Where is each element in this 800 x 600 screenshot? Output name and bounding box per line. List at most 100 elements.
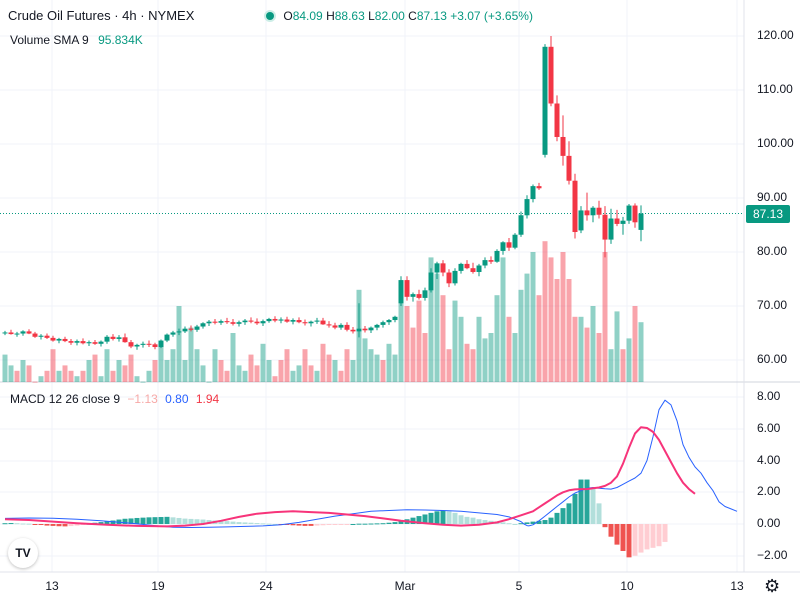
volume-bar <box>602 252 608 382</box>
candle-body <box>488 260 494 262</box>
volume-legend[interactable]: Volume SMA 9 95.834K <box>10 32 143 48</box>
macd-histogram-bar <box>302 524 308 526</box>
candle-body <box>212 321 218 323</box>
macd-histogram-bar <box>608 524 614 537</box>
candle-body <box>476 265 482 272</box>
volume-bar <box>578 316 584 382</box>
volume-bar <box>116 360 122 382</box>
volume-bar <box>236 365 242 382</box>
macd-histogram-bar <box>20 523 26 525</box>
macd-histogram-bar <box>74 524 80 526</box>
candle-body <box>272 318 278 321</box>
macd-histogram-bar <box>326 524 332 525</box>
candle-body <box>506 242 512 248</box>
high-value: 88.63 <box>334 9 365 23</box>
candle-body <box>602 214 608 240</box>
candle-body <box>548 46 554 104</box>
macd-histogram-bar <box>44 524 50 526</box>
volume-bar <box>86 360 92 382</box>
macd-histogram-bar <box>650 524 656 548</box>
signal-line <box>4 426 696 528</box>
volume-bar <box>344 349 350 382</box>
candle-body <box>536 186 542 189</box>
gear-icon[interactable]: ⚙ <box>764 576 781 596</box>
candle-body <box>464 263 470 269</box>
macd-histogram-bar <box>38 524 44 525</box>
candle-body <box>584 210 590 216</box>
macd-histogram-bar <box>428 512 434 524</box>
candle-body <box>452 270 458 284</box>
volume-bar <box>248 354 254 382</box>
macd-histogram-bar <box>122 518 128 524</box>
volume-bar <box>536 295 542 382</box>
candle-body <box>242 320 248 323</box>
macd-histogram-bar <box>320 524 326 526</box>
macd-histogram-bar <box>248 522 254 524</box>
candle-body <box>302 322 308 324</box>
volume-bar <box>368 349 374 382</box>
time-axis-label: Mar <box>394 579 416 593</box>
macd-histogram-bar <box>56 524 62 527</box>
volume-bar <box>284 349 290 382</box>
macd-histogram-bar <box>2 523 8 525</box>
macd-histogram-bar <box>314 524 320 526</box>
volume-bar <box>266 360 272 382</box>
volume-bar <box>500 257 506 382</box>
candle-body <box>266 318 272 322</box>
macd-histogram-bar <box>272 524 278 525</box>
volume-bar <box>98 376 104 382</box>
macd-histogram-bar <box>512 524 518 525</box>
symbol-title[interactable]: Crude Oil Futures · 4h · NYMEX <box>8 8 195 23</box>
macd-histogram-bar <box>626 524 632 558</box>
volume-bar <box>320 343 326 382</box>
volume-bar <box>218 360 224 382</box>
macd-histogram-bar <box>554 512 560 524</box>
macd-histogram-bar <box>98 522 104 524</box>
volume-bar <box>182 360 188 382</box>
volume-bar <box>50 349 56 382</box>
candle-body <box>296 320 302 323</box>
candle-body <box>608 218 614 240</box>
macd-histogram-bar <box>596 503 602 524</box>
candle-body <box>104 336 110 342</box>
candle-body <box>14 333 20 335</box>
macd-axis-label: 4.00 <box>757 453 781 467</box>
candle-body <box>530 186 536 200</box>
macd-histogram-bar <box>386 522 392 524</box>
candle-body <box>122 337 128 343</box>
candle-body <box>566 155 572 181</box>
candle-body <box>500 242 506 251</box>
candle-body <box>542 46 548 155</box>
candle-body <box>68 341 74 343</box>
candle-body <box>140 343 146 345</box>
volume-bar <box>560 252 566 382</box>
volume-bar <box>572 316 578 382</box>
candle-body <box>422 290 428 298</box>
macd-histogram-bar <box>644 524 650 550</box>
change-value: +3.07 (+3.65%) <box>450 9 533 23</box>
macd-histogram-bar <box>188 518 194 524</box>
volume-bar <box>212 349 218 382</box>
price-axis-label: 120.00 <box>757 28 794 42</box>
candle-body <box>224 321 230 323</box>
candle-body <box>8 332 14 335</box>
candle-body <box>440 263 446 273</box>
candle-body <box>308 321 314 324</box>
tradingview-logo-icon[interactable]: TV <box>8 538 38 568</box>
macd-histogram-bar <box>128 518 134 524</box>
candle-body <box>254 321 260 324</box>
macd-label: MACD <box>10 392 46 406</box>
candle-body <box>50 337 56 341</box>
candle-body <box>638 213 644 230</box>
candle-body <box>380 322 386 325</box>
candle-body <box>386 320 392 323</box>
volume-bar <box>152 360 158 382</box>
volume-bar <box>506 316 512 382</box>
time-axis-label: 13 <box>45 579 59 593</box>
candle-body <box>62 338 68 342</box>
macd-legend[interactable]: MACD 12 26 close 9 −1.13 0.80 1.94 <box>10 391 219 407</box>
volume-bar <box>326 354 332 382</box>
candle-body <box>620 220 626 224</box>
macd-histogram-bar <box>152 517 158 524</box>
